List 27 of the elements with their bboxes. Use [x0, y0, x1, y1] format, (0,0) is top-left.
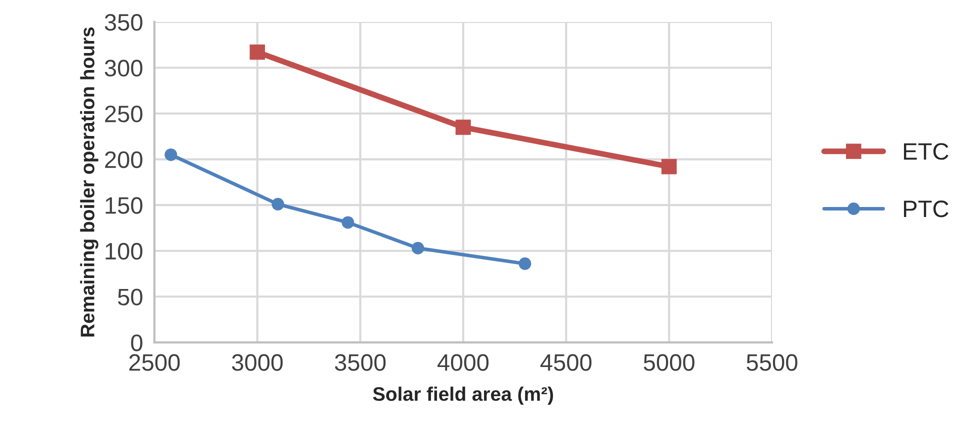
- legend-label: ETC: [904, 143, 948, 160]
- x-tick-label: 4500: [540, 354, 592, 371]
- point: [518, 257, 532, 270]
- legend-label: PTC: [904, 200, 948, 218]
- x-tick-label: 3500: [334, 354, 386, 371]
- y-tick-label: 300: [104, 60, 142, 77]
- y-tick-label: 200: [105, 151, 142, 168]
- y-tick-label: 350: [104, 14, 142, 31]
- y-tick-label: 50: [118, 288, 142, 306]
- y-tick-label: 250: [105, 106, 142, 122]
- point: [456, 120, 471, 135]
- y-tick-label: 150: [106, 197, 142, 214]
- point: [272, 198, 284, 210]
- point: [412, 242, 424, 254]
- y-tick-label: 0: [131, 334, 142, 352]
- point: [661, 158, 677, 174]
- point: [250, 44, 265, 60]
- x-tick-label: 4000: [437, 354, 489, 371]
- x-tick-label: 5000: [644, 354, 694, 371]
- x-tick-label: 2500: [129, 354, 180, 371]
- x-tick-label: 5500: [746, 354, 798, 371]
- y-tick-label: 100: [106, 242, 142, 260]
- x-tick-label: 3000: [232, 354, 283, 371]
- point: [342, 216, 354, 229]
- point: [164, 148, 178, 161]
- y-axis-title: Remaining boiler operation hours: [80, 27, 98, 336]
- x-axis-title: Solar field area (m²): [373, 386, 554, 405]
